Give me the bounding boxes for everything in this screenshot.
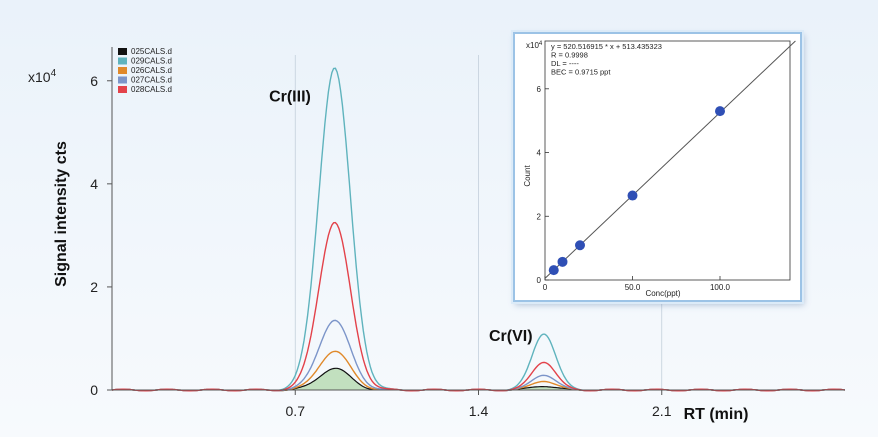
y-tick-label: 2	[90, 279, 98, 295]
inset-ticks: 0 50.0 100.0 0 2 4 6	[537, 85, 731, 292]
inset-y-multiplier: x104	[526, 41, 543, 50]
calibration-point	[548, 265, 559, 276]
y-multiplier-exp: 4	[51, 68, 57, 79]
inset-x-tick-label: 100.0	[710, 283, 731, 292]
y-tick-label: 6	[90, 73, 98, 89]
inset-y-multiplier-exp: 4	[539, 41, 543, 47]
inset-fit-line	[544, 40, 796, 279]
legend-swatch-029CALS.d	[118, 57, 127, 65]
y-multiplier: x104	[28, 68, 57, 85]
equation-line: R = 0.9998	[551, 51, 588, 60]
series-line-028CALS.d	[111, 221, 846, 392]
inset-x-tick-label: 50.0	[625, 283, 641, 292]
inset-y-axis-label: Count	[523, 165, 532, 187]
calibration-inset: 0 50.0 100.0 0 2 4 6 x104 y = 520.516915 * x +…	[513, 32, 802, 302]
legend-label-025CALS.d: 025CALS.d	[131, 47, 172, 56]
calibration-point	[557, 256, 568, 267]
equation-line: DL = ----	[551, 59, 579, 68]
legend-label-029CALS.d: 029CALS.d	[131, 57, 172, 66]
legend: 025CALS.d029CALS.d026CALS.d027CALS.d028C…	[118, 47, 172, 94]
main-annotations: Cr(III) Cr(VI)	[269, 88, 532, 345]
inset-y-tick-label: 6	[537, 85, 542, 94]
legend-label-027CALS.d: 027CALS.d	[131, 76, 172, 85]
inset-y-tick-label: 0	[537, 276, 542, 285]
equation-line: y = 520.516915 * x + 513.435323	[551, 42, 662, 51]
inset-y-multiplier-base: x10	[526, 41, 539, 50]
main-ticks: 0.7 1.4 2.1 0 2 4 6	[90, 73, 671, 419]
x-tick-label: 1.4	[469, 403, 489, 419]
inset-x-tick-label: 0	[543, 283, 548, 292]
calibration-point	[715, 106, 725, 117]
inset-y-tick-label: 4	[537, 149, 542, 158]
equation-line: BEC = 0.9715 ppt	[551, 68, 611, 77]
y-tick-label: 0	[90, 382, 98, 398]
legend-swatch-026CALS.d	[118, 67, 127, 74]
peak-annotation: Cr(VI)	[489, 328, 533, 345]
x-axis-label: RT (min)	[684, 406, 749, 423]
inset-points	[548, 106, 725, 276]
legend-swatch-025CALS.d	[118, 48, 127, 55]
y-axis-label: Signal intensity cts	[53, 141, 70, 287]
peak-annotation: Cr(III)	[269, 88, 311, 105]
calibration-point	[627, 190, 638, 201]
fit-line	[544, 40, 796, 279]
inset-y-tick-label: 2	[537, 212, 542, 221]
legend-swatch-028CALS.d	[118, 86, 127, 93]
x-tick-label: 0.7	[286, 403, 306, 419]
x-tick-label: 2.1	[652, 403, 672, 419]
inset-x-axis-label: Conc(ppt)	[645, 289, 680, 298]
legend-label-028CALS.d: 028CALS.d	[131, 85, 172, 94]
y-multiplier-base: x10	[28, 69, 51, 85]
legend-label-026CALS.d: 026CALS.d	[131, 66, 172, 75]
main-series-group	[111, 67, 846, 392]
calibration-point	[575, 240, 585, 251]
legend-swatch-027CALS.d	[118, 76, 127, 84]
y-tick-label: 4	[90, 176, 98, 192]
